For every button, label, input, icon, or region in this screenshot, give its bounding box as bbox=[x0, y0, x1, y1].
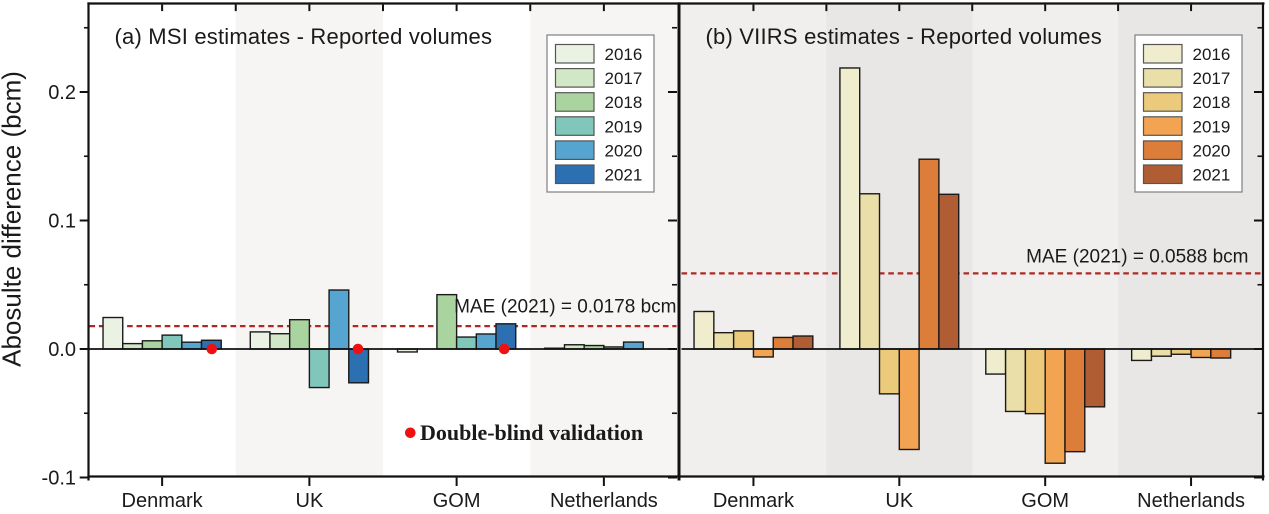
svg-text:-0.1: -0.1 bbox=[42, 468, 76, 490]
svg-text:2018: 2018 bbox=[605, 93, 643, 112]
svg-text:2016: 2016 bbox=[605, 45, 643, 64]
svg-text:2021: 2021 bbox=[605, 166, 643, 185]
svg-text:2017: 2017 bbox=[1193, 69, 1231, 88]
svg-text:Denmark: Denmark bbox=[122, 490, 204, 512]
svg-text:Netherlands: Netherlands bbox=[550, 490, 658, 512]
svg-text:UK: UK bbox=[296, 490, 324, 512]
svg-text:2020: 2020 bbox=[605, 141, 643, 160]
svg-text:UK: UK bbox=[885, 490, 913, 512]
svg-text:2018: 2018 bbox=[1193, 93, 1231, 112]
svg-text:2019: 2019 bbox=[605, 117, 643, 136]
svg-text:GOM: GOM bbox=[1021, 490, 1069, 512]
svg-text:(a) MSI estimates - Reported v: (a) MSI estimates - Reported volumes bbox=[115, 24, 493, 49]
svg-text:2019: 2019 bbox=[1193, 117, 1231, 136]
svg-text:(b) VIIRS estimates - Reported: (b) VIIRS estimates - Reported volumes bbox=[706, 24, 1102, 49]
svg-text:2016: 2016 bbox=[1193, 45, 1231, 64]
svg-text:MAE (2021) = 0.0178 bcm: MAE (2021) = 0.0178 bcm bbox=[454, 297, 676, 318]
svg-text:MAE (2021) = 0.0588 bcm: MAE (2021) = 0.0588 bcm bbox=[1026, 247, 1248, 268]
svg-text:2020: 2020 bbox=[1193, 141, 1231, 160]
svg-text:2021: 2021 bbox=[1193, 166, 1231, 185]
svg-text:0.2: 0.2 bbox=[48, 82, 76, 104]
svg-text:Abosulte difference (bcm): Abosulte difference (bcm) bbox=[0, 71, 27, 367]
svg-text:Denmark: Denmark bbox=[713, 490, 795, 512]
svg-text:GOM: GOM bbox=[433, 490, 481, 512]
svg-text:Double-blind validation: Double-blind validation bbox=[420, 420, 643, 445]
svg-text:2017: 2017 bbox=[605, 69, 643, 88]
svg-text:0.0: 0.0 bbox=[48, 339, 76, 361]
svg-text:0.1: 0.1 bbox=[48, 211, 76, 233]
svg-text:Netherlands: Netherlands bbox=[1137, 490, 1245, 512]
